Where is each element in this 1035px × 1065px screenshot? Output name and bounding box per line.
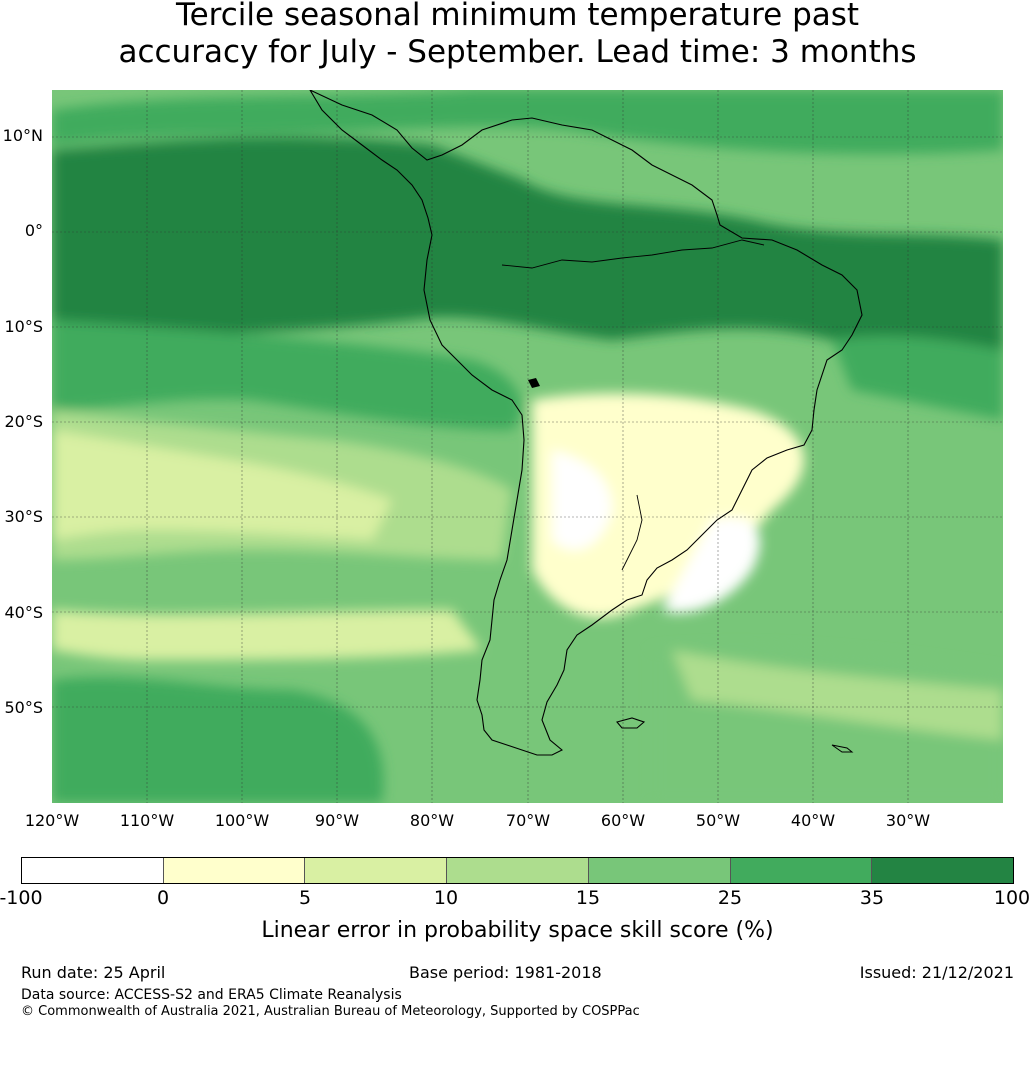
skill-band-25-35-east — [832, 335, 1003, 420]
lon-label-100w: 100°W — [214, 811, 270, 830]
map-title-line-1: Tercile seasonal minimum temperature pas… — [175, 0, 860, 33]
lake-titicaca — [528, 378, 540, 388]
colorbar-segment — [730, 858, 873, 883]
lon-label-110w: 110°W — [119, 811, 175, 830]
run-date: Run date: 25 April — [21, 963, 166, 982]
lon-label-80w: 80°W — [409, 811, 455, 830]
skill-band-5-10-west — [52, 430, 392, 540]
skill-band-25-35-north — [52, 90, 1003, 154]
graticule — [52, 90, 1003, 803]
south-georgia-island — [831, 744, 854, 753]
colorbar-label: Linear error in probability space skill … — [261, 918, 774, 943]
colorbar-segment — [447, 858, 589, 883]
lat-label-50s: 50°S — [4, 698, 43, 717]
colorbar-tick-label: 5 — [298, 887, 312, 909]
skill-band-5-10-south — [52, 610, 482, 660]
lat-label-20s: 20°S — [4, 412, 43, 431]
south-america-coastline — [309, 90, 863, 756]
lat-label-40s: 40°S — [4, 603, 43, 622]
copyright-notice: © Commonwealth of Australia 2021, Austra… — [21, 1004, 640, 1019]
falkland-islands — [616, 717, 646, 729]
amazon-river — [501, 239, 765, 269]
colorbar-tick-label: -100 — [0, 887, 43, 909]
map-title-line-2: accuracy for July - September. Lead time… — [118, 34, 917, 70]
skill-band-negative-interior — [552, 450, 612, 550]
colorbar-tick-label: 35 — [859, 887, 885, 909]
skill-band-25-35-mid — [52, 320, 522, 430]
colorbar — [21, 857, 1014, 884]
issued-date: Issued: 21/12/2021 — [859, 963, 1014, 982]
lon-label-70w: 70°W — [505, 811, 551, 830]
lon-label-50w: 50°W — [695, 811, 741, 830]
skill-band-25-35-southwest — [52, 677, 384, 803]
lon-label-120w: 120°W — [24, 811, 80, 830]
lon-label-90w: 90°W — [314, 811, 360, 830]
lat-label-0: 0° — [24, 221, 43, 240]
lat-label-10n: 10°N — [2, 126, 43, 145]
lon-label-60w: 60°W — [600, 811, 646, 830]
lon-label-30w: 30°W — [885, 811, 931, 830]
data-source: Data source: ACCESS-S2 and ERA5 Climate … — [21, 987, 402, 1003]
colorbar-segment — [163, 858, 306, 883]
colorbar-segment — [305, 858, 448, 883]
colorbar-segment — [872, 858, 1014, 883]
skill-band-0-5-interior — [532, 393, 805, 618]
colorbar-tick-label: 0 — [156, 887, 170, 909]
colorbar-tick-label: 25 — [717, 887, 743, 909]
skill-score-map — [52, 90, 1003, 803]
skill-band-negative-atlantic — [662, 517, 760, 613]
colorbar-tick-label: 15 — [575, 887, 601, 909]
colorbar-segment — [588, 858, 731, 883]
skill-band-35-100-tropics — [52, 137, 1003, 370]
colorbar-tick-label: 100 — [993, 887, 1031, 909]
skill-band-5-10-southeast — [672, 650, 1003, 740]
lat-label-10s: 10°S — [4, 317, 43, 336]
base-period: Base period: 1981-2018 — [409, 963, 602, 982]
lat-label-30s: 30°S — [4, 507, 43, 526]
colorbar-segment — [22, 858, 164, 883]
parana-river — [621, 494, 643, 571]
colorbar-tick-label: 10 — [433, 887, 459, 909]
lon-label-40w: 40°W — [790, 811, 836, 830]
